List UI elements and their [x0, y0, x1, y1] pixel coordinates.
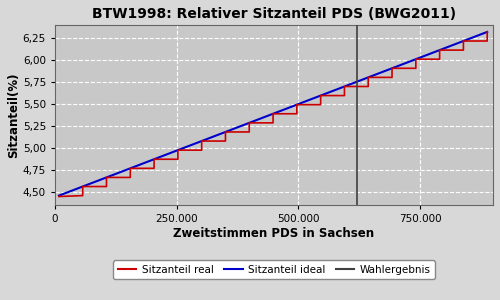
Legend: Sitzanteil real, Sitzanteil ideal, Wahlergebnis: Sitzanteil real, Sitzanteil ideal, Wahle… [114, 260, 434, 279]
Title: BTW1998: Relativer Sitzanteil PDS (BWG2011): BTW1998: Relativer Sitzanteil PDS (BWG20… [92, 7, 456, 21]
Y-axis label: Sitzanteil(%): Sitzanteil(%) [7, 72, 20, 158]
X-axis label: Zweitstimmen PDS in Sachsen: Zweitstimmen PDS in Sachsen [174, 226, 374, 240]
